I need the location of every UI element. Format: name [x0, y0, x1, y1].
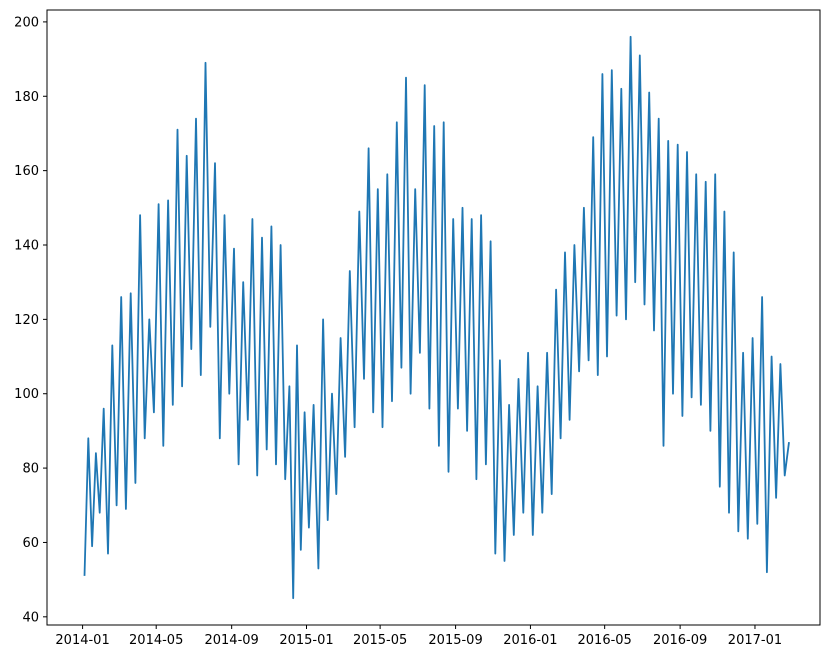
- x-tick-label: 2016-01: [503, 633, 557, 648]
- y-tick-label: 180: [14, 90, 39, 105]
- x-tick-label: 2015-01: [279, 633, 333, 648]
- x-tick-label: 2014-05: [129, 633, 183, 648]
- x-tick-label: 2015-09: [428, 633, 482, 648]
- plot-frame: [46, 9, 821, 626]
- y-tick-label: 200: [14, 15, 39, 30]
- series-line: [83, 35, 790, 600]
- x-axis: 2014-01 2014-05 2014-09 2015-01 2015-05 2015-…: [55, 625, 782, 648]
- series-group: [83, 35, 790, 600]
- y-tick-label: 80: [22, 462, 39, 477]
- x-tick-label: 2016-09: [653, 633, 707, 648]
- x-tick-label: 2015-05: [353, 633, 407, 648]
- y-tick-label: 120: [14, 313, 39, 328]
- y-axis: 40 60 80 100 120 140 160 180 200: [14, 15, 47, 625]
- x-tick-label: 2014-01: [55, 633, 109, 648]
- y-tick-label: 100: [14, 387, 39, 402]
- y-tick-label: 140: [14, 238, 39, 253]
- plot-background: [47, 10, 820, 625]
- y-tick-label: 160: [14, 164, 39, 179]
- x-tick-label: 2016-05: [578, 633, 632, 648]
- y-tick-label: 40: [22, 610, 39, 625]
- x-tick-label: 2014-09: [204, 633, 258, 648]
- x-tick-label: 2017-01: [728, 633, 782, 648]
- y-tick-label: 60: [22, 536, 39, 551]
